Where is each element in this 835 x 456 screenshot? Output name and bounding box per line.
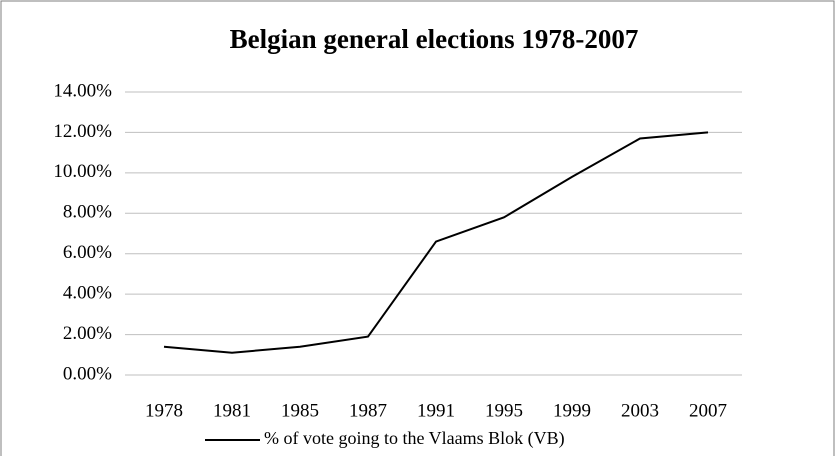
x-tick-label: 1987 (349, 400, 387, 421)
x-tick-label: 1985 (281, 400, 319, 421)
y-tick-label: 10.00% (53, 161, 112, 182)
y-tick-label: 4.00% (63, 283, 112, 304)
line-series (163, 131, 709, 354)
x-tick-label: 1991 (417, 400, 455, 421)
x-tick-label: 2003 (621, 400, 659, 421)
y-tick-label: 8.00% (63, 202, 112, 223)
y-tick-label: 0.00% (63, 363, 112, 384)
y-tick-label: 14.00% (53, 80, 112, 101)
x-tick-label: 2007 (689, 400, 727, 421)
x-tick-label: 1978 (145, 400, 183, 421)
y-tick-label: 6.00% (63, 242, 112, 263)
legend-label: % of vote going to the Vlaams Blok (VB) (264, 428, 565, 449)
chart-title: Belgian general elections 1978-2007 (230, 24, 639, 54)
x-tick-label: 1995 (485, 400, 523, 421)
y-tick-label: 12.00% (53, 121, 112, 142)
y-tick-label: 2.00% (63, 323, 112, 344)
x-tick-label: 1981 (213, 400, 251, 421)
x-tick-label: 1999 (553, 400, 591, 421)
